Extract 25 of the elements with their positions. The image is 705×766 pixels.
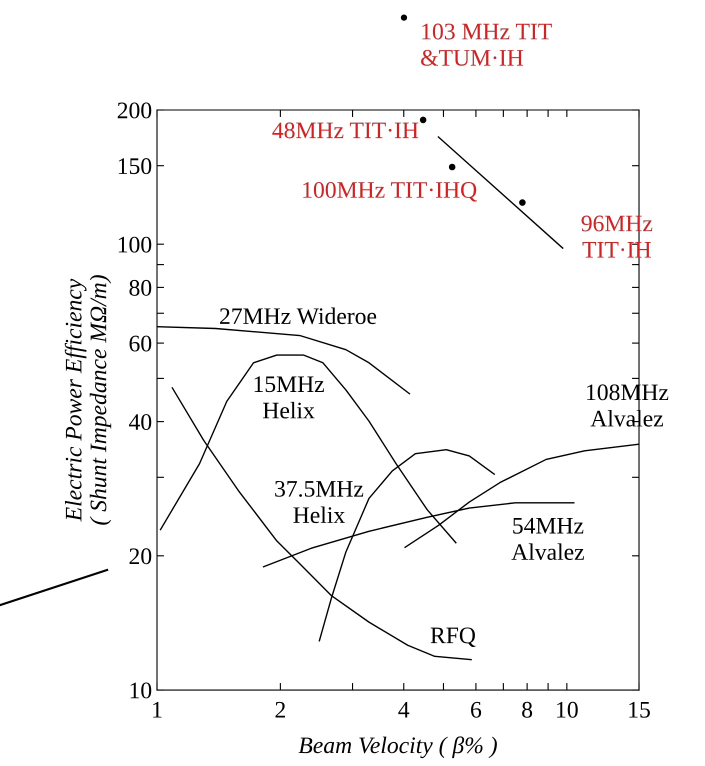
y-tick-label: 20 [130, 548, 152, 564]
text: 103 MHz TIT &TUM·IH [421, 24, 552, 66]
y-tick-label: 60 [130, 336, 152, 352]
y-axis-title: Electric Power Efficiency ( Shunt Impedance MΩ/m) [64, 275, 112, 525]
y-tick-label: 200 [118, 102, 152, 118]
x-tick-label: 2 [276, 702, 285, 718]
series-label: 54MHz Alvalez [511, 518, 584, 560]
series-label: 37.5MHz Helix [275, 480, 364, 524]
x-tick-label: 15 [629, 702, 650, 718]
series-label: 27MHz Wideroe [220, 308, 376, 324]
x-tick-label: 6 [471, 702, 482, 718]
x-axis-title: Beam Velocity ( β% ) [298, 736, 497, 758]
series-label: RFQ [430, 628, 476, 647]
x-tick-label: 1 [153, 702, 162, 718]
y-tick-label: 100 [118, 236, 152, 253]
annotation: 100MHz TIT·IHQ [303, 182, 477, 202]
x-tick-label: 8 [522, 702, 532, 718]
x-tick-label: 4 [398, 702, 410, 718]
x-tick-label: 10 [557, 702, 578, 718]
y-tick-label: 40 [128, 414, 152, 430]
y-tick-label: 10 [130, 682, 152, 698]
series-label: 15MHz Helix [254, 376, 324, 418]
annotation: 48MHz TIT·IH [272, 122, 418, 138]
y-tick-label: 80 [129, 280, 152, 296]
y-tick-label: 150 [118, 158, 152, 174]
